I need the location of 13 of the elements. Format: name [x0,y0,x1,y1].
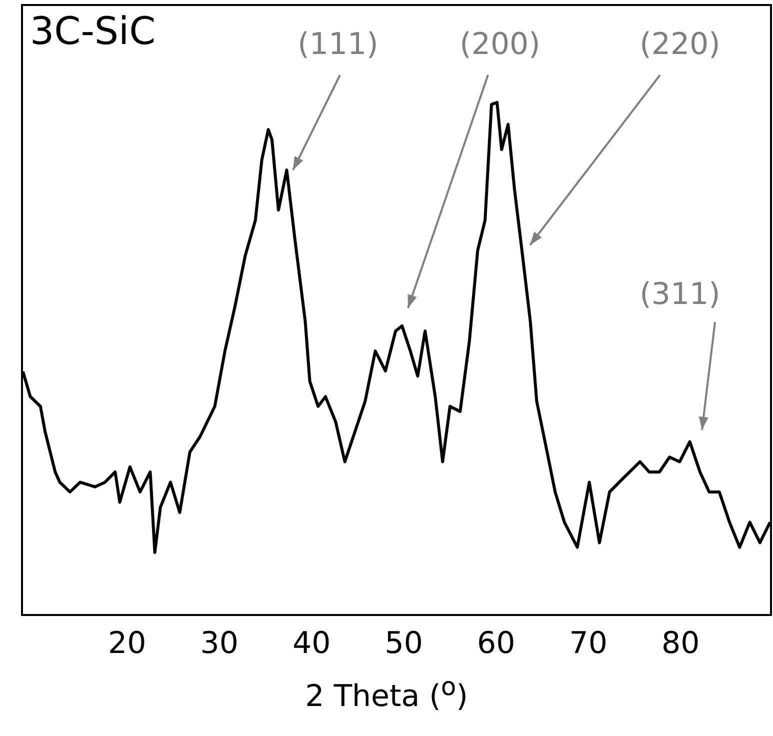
text: (220) [640,26,720,62]
x-axis-title: 2 Theta ($^{o}$) [304,672,469,714]
text: (200) [460,26,540,62]
x-tick-label: 80 [662,626,700,661]
text: (111) [298,26,378,62]
x-tick-label: 40 [292,626,331,661]
x-tick-label: 70 [569,626,608,661]
x-tick-label: 20 [108,626,146,661]
annotation: (311) [640,276,720,312]
chart-title: 3C-SiC [30,8,156,53]
x-tick-label: 60 [477,626,516,661]
x-tick-label: 30 [200,626,238,661]
x-tick-label: 50 [384,626,423,661]
